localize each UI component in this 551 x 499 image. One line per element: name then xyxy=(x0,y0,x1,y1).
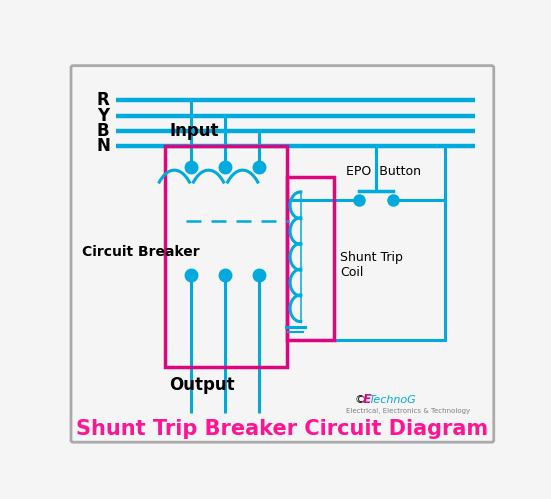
Text: EPO  Button: EPO Button xyxy=(347,165,422,178)
Text: ©: © xyxy=(355,395,366,405)
Bar xyxy=(165,146,287,367)
Text: Electrical, Electronics & Technology: Electrical, Electronics & Technology xyxy=(347,409,471,415)
Text: E: E xyxy=(363,393,371,406)
Text: N: N xyxy=(96,137,110,155)
Text: TechnoG: TechnoG xyxy=(369,395,417,405)
FancyBboxPatch shape xyxy=(71,66,494,442)
Bar xyxy=(287,177,334,340)
Text: Circuit Breaker: Circuit Breaker xyxy=(82,245,199,259)
Text: Shunt Trip
Coil: Shunt Trip Coil xyxy=(340,251,403,279)
Text: R: R xyxy=(96,91,110,109)
Text: Y: Y xyxy=(97,107,109,125)
Text: Input: Input xyxy=(169,122,219,140)
Text: Shunt Trip Breaker Circuit Diagram: Shunt Trip Breaker Circuit Diagram xyxy=(77,419,488,439)
Text: Output: Output xyxy=(169,376,235,394)
Text: B: B xyxy=(97,122,109,140)
